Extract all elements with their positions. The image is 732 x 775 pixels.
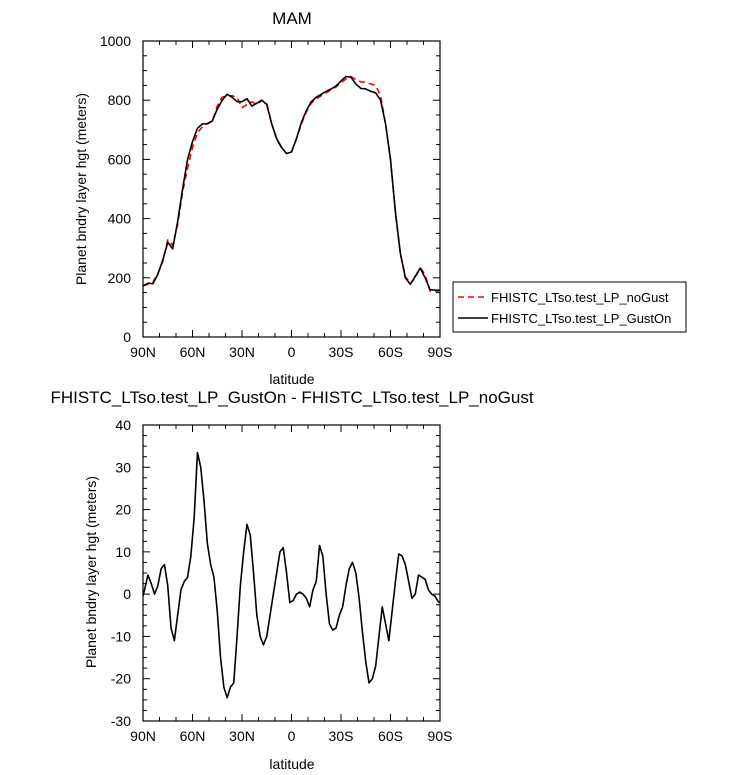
x-tick-label: 30N [229, 344, 255, 360]
y-tick-label: -30 [111, 713, 131, 729]
x-tick-label: 60N [180, 728, 206, 744]
x-tick-label: 30S [329, 728, 354, 744]
y-tick-label: 20 [115, 502, 131, 518]
bottom-chart-x-axis-label: latitude [269, 756, 314, 772]
y-tick-label: 200 [108, 270, 132, 286]
y-tick-label: -20 [111, 671, 131, 687]
y-tick-label: 30 [115, 459, 131, 475]
y-tick-label: 0 [123, 586, 131, 602]
x-tick-label: 60N [180, 344, 206, 360]
series-line-0-1 [143, 75, 440, 292]
x-tick-label: 90S [428, 728, 453, 744]
y-tick-label: -10 [111, 628, 131, 644]
top-chart-title: MAM [272, 9, 312, 28]
bottom-chart-y-axis-label: Planet bndry layer hgt (meters) [83, 476, 99, 668]
legend-label-0: FHISTC_LTso.test_LP_noGust [491, 290, 669, 305]
series-line-0-0 [143, 75, 440, 292]
x-tick-label: 90S [428, 344, 453, 360]
x-tick-label: 90N [130, 344, 156, 360]
x-tick-label: 60S [378, 728, 403, 744]
top-chart-legend: FHISTC_LTso.test_LP_noGust FHISTC_LTso.te… [452, 281, 687, 333]
y-tick-label: 800 [108, 92, 132, 108]
legend-box [452, 281, 687, 333]
x-tick-label: 30N [229, 728, 255, 744]
y-tick-label: 400 [108, 211, 132, 227]
y-tick-label: 40 [115, 417, 131, 433]
y-tick-label: 600 [108, 151, 132, 167]
x-tick-label: 30S [329, 344, 354, 360]
series-line-1-0 [143, 451, 440, 699]
top-chart-x-axis-label: latitude [269, 371, 314, 387]
top-chart-y-axis-label: Planet bndry layer hgt (meters) [73, 93, 89, 285]
legend-label-1: FHISTC_LTso.test_LP_GustOn [491, 311, 671, 326]
x-tick-label: 0 [288, 728, 296, 744]
plot-frame [142, 40, 441, 338]
bottom-chart-title: FHISTC_LTso.test_LP_GustOn - FHISTC_LTso… [50, 388, 533, 407]
top-chart-panel: MAM latitude Planet bndry layer hgt (met… [73, 9, 452, 387]
x-tick-label: 90N [130, 728, 156, 744]
y-tick-label: 0 [123, 329, 131, 345]
x-tick-label: 60S [378, 344, 403, 360]
bottom-chart-panel: FHISTC_LTso.test_LP_GustOn - FHISTC_LTso… [50, 388, 533, 772]
y-tick-label: 1000 [100, 33, 131, 49]
y-tick-label: 10 [115, 544, 131, 560]
x-tick-label: 0 [288, 344, 296, 360]
